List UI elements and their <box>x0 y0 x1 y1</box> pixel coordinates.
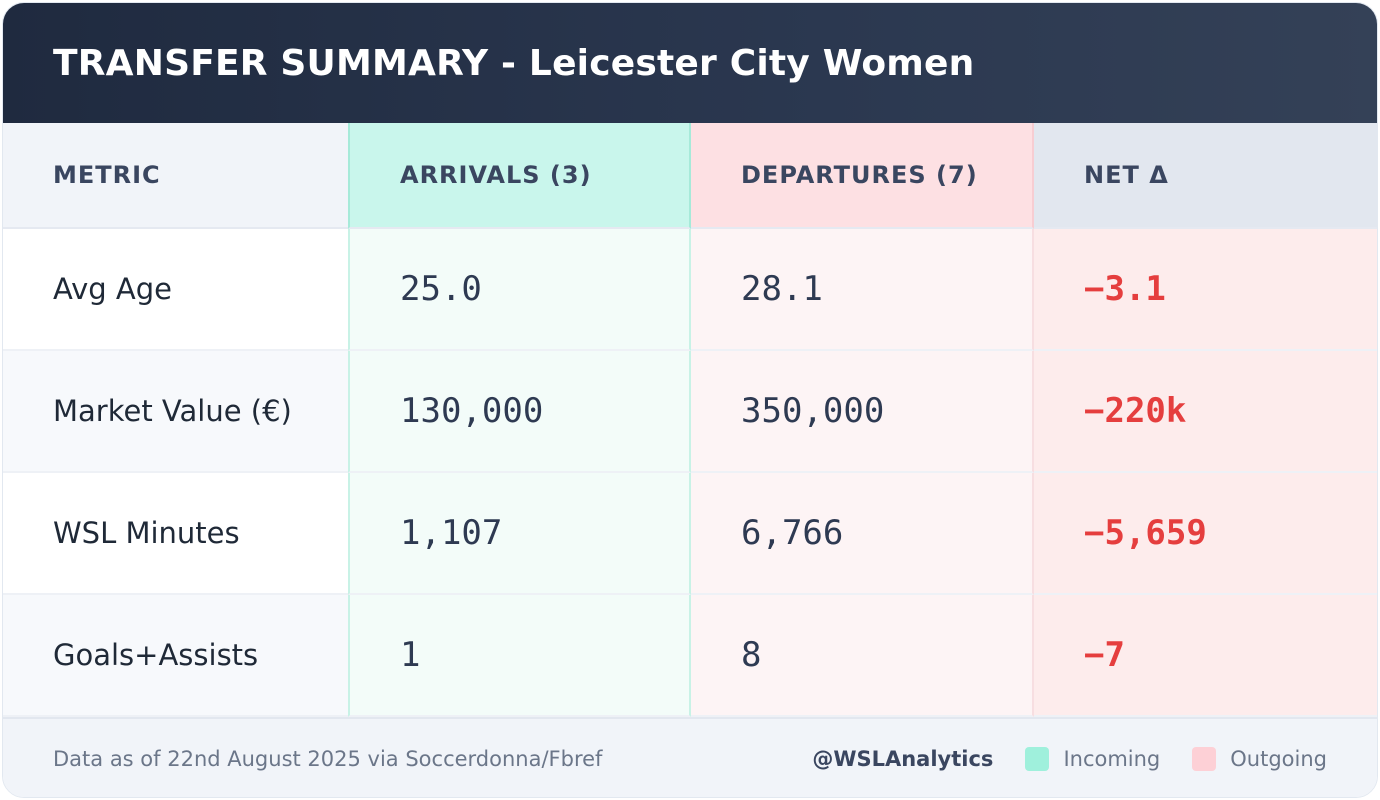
row-metric-label: WSL Minutes <box>3 473 348 595</box>
header: TRANSFER SUMMARY - Leicester City Women <box>3 3 1377 123</box>
row-arrivals-value: 1,107 <box>348 473 691 595</box>
legend-label-incoming: Incoming <box>1063 747 1161 771</box>
row-metric-label: Avg Age <box>3 229 348 351</box>
column-header-arrivals: ARRIVALS (3) <box>348 123 691 229</box>
row-arrivals-value: 1 <box>348 595 691 717</box>
row-arrivals-value: 25.0 <box>348 229 691 351</box>
row-departures-value: 350,000 <box>691 351 1034 473</box>
row-net-value: −3.1 <box>1034 229 1377 351</box>
legend-item-incoming: Incoming <box>1025 747 1160 771</box>
column-header-metric: METRIC <box>3 123 348 229</box>
row-metric-label: Market Value (€) <box>3 351 348 473</box>
row-net-value: −7 <box>1034 595 1377 717</box>
footer: Data as of 22nd August 2025 via Soccerdo… <box>3 717 1377 797</box>
footer-right: @WSLAnalytics Incoming Outgoing <box>812 747 1327 771</box>
row-departures-value: 8 <box>691 595 1034 717</box>
legend-label-outgoing: Outgoing <box>1230 747 1327 771</box>
page-title: TRANSFER SUMMARY - Leicester City Women <box>53 42 975 84</box>
row-departures-value: 6,766 <box>691 473 1034 595</box>
outgoing-swatch <box>1192 747 1217 771</box>
column-header-net: NET Δ <box>1034 123 1377 229</box>
row-arrivals-value: 130,000 <box>348 351 691 473</box>
row-metric-label: Goals+Assists <box>3 595 348 717</box>
social-handle: @WSLAnalytics <box>812 747 994 771</box>
row-net-value: −220k <box>1034 351 1377 473</box>
data-source-note: Data as of 22nd August 2025 via Soccerdo… <box>53 747 603 771</box>
column-header-departures: DEPARTURES (7) <box>691 123 1034 229</box>
incoming-swatch <box>1025 747 1050 771</box>
row-net-value: −5,659 <box>1034 473 1377 595</box>
summary-table: METRIC ARRIVALS (3) DEPARTURES (7) NET Δ… <box>3 123 1377 717</box>
row-departures-value: 28.1 <box>691 229 1034 351</box>
legend-item-outgoing: Outgoing <box>1192 747 1327 771</box>
